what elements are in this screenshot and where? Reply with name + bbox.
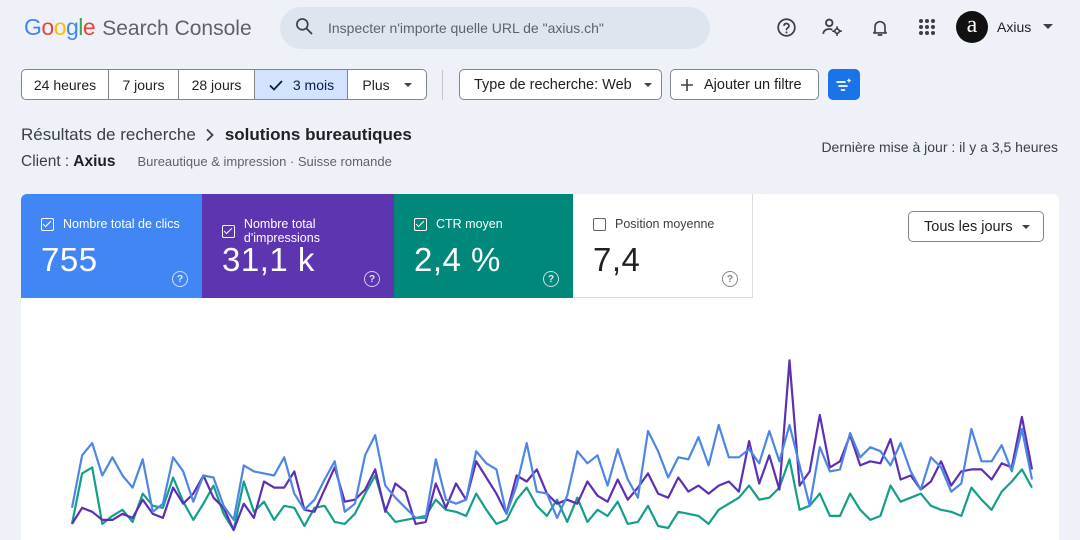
metric-value: 7,4 <box>593 241 641 278</box>
search-input[interactable] <box>328 20 710 36</box>
notifications-icon[interactable] <box>869 16 891 38</box>
client-info: Client : Axius Bureautique & impression … <box>21 153 392 171</box>
url-inspection-search[interactable] <box>280 7 710 49</box>
plus-icon <box>681 78 693 91</box>
breadcrumb: Résultats de recherche solutions bureaut… <box>21 125 412 145</box>
checkbox-icon[interactable] <box>41 217 54 231</box>
date-range-selector: 24 heures 7 jours 28 jours 3 mois Plus <box>21 69 427 100</box>
client-label: Client : <box>21 153 70 170</box>
performance-line-chart <box>70 359 1034 532</box>
series-line-1 <box>71 359 1034 532</box>
granularity-dropdown[interactable]: Tous les jours <box>908 211 1044 242</box>
help-icon[interactable]: ? <box>722 271 738 287</box>
account-name[interactable]: Axius <box>997 19 1032 35</box>
metric-label: Nombre total d'impressions <box>243 217 320 245</box>
range-3m-button[interactable]: 3 mois <box>255 70 348 99</box>
manage-users-icon[interactable] <box>821 16 843 38</box>
metric-label: Position moyenne <box>615 217 715 231</box>
chevron-down-icon <box>1022 225 1030 229</box>
apps-icon[interactable] <box>916 16 938 38</box>
search-type-dropdown[interactable]: Type de recherche: Web <box>459 69 662 100</box>
last-update-text: Dernière mise à jour : il y a 3,5 heures <box>821 139 1058 155</box>
metric-value: 31,1 k <box>222 241 315 278</box>
chevron-right-icon <box>206 128 214 142</box>
help-icon[interactable]: ? <box>364 271 380 287</box>
series-line-0 <box>70 423 1034 521</box>
range-24h-button[interactable]: 24 heures <box>22 70 109 99</box>
metric-card-impressions[interactable]: Nombre total d'impressions 31,1 k ? <box>202 194 394 298</box>
avatar[interactable]: a <box>956 11 988 43</box>
metric-card-clicks[interactable]: Nombre total de clics 755 ? <box>21 194 202 298</box>
add-filter-button[interactable]: Ajouter un filtre <box>670 69 819 100</box>
metric-card-ctr[interactable]: CTR moyen 2,4 % ? <box>394 194 573 298</box>
range-more-dropdown[interactable]: Plus <box>348 70 426 99</box>
metric-label: Nombre total de clics <box>63 217 180 231</box>
performance-card: Nombre total de clics 755 ? Nombre total… <box>21 194 1059 540</box>
checkbox-icon[interactable] <box>414 217 427 231</box>
client-name: Axius <box>73 153 116 170</box>
logo-product-name: Search Console <box>102 17 252 40</box>
checkbox-icon[interactable] <box>593 217 606 231</box>
help-icon[interactable]: ? <box>543 271 559 287</box>
logo-google-wordmark: Google <box>24 14 96 40</box>
google-search-console-logo[interactable]: Google Search Console <box>24 14 252 44</box>
metric-value: 755 <box>41 241 98 278</box>
account-chevron-down-icon[interactable] <box>1043 24 1053 29</box>
chevron-down-icon <box>643 82 652 87</box>
search-icon <box>294 16 314 41</box>
series-line-2 <box>70 458 1033 532</box>
client-meta: Bureautique & impression · Suisse romand… <box>137 154 392 169</box>
range-7d-button[interactable]: 7 jours <box>109 70 179 99</box>
help-icon[interactable]: ? <box>172 271 188 287</box>
toolbar-divider <box>442 70 443 100</box>
metric-value: 2,4 % <box>414 241 501 278</box>
checkbox-icon[interactable] <box>222 224 235 238</box>
filter-sparkle-icon <box>836 77 852 91</box>
filter-options-button[interactable] <box>828 69 860 100</box>
breadcrumb-current: solutions bureautiques <box>224 125 412 144</box>
help-icon[interactable] <box>775 16 797 38</box>
breadcrumb-parent-link[interactable]: Résultats de recherche <box>21 125 196 144</box>
metric-card-position[interactable]: Position moyenne 7,4 ? <box>573 194 753 298</box>
check-icon <box>269 79 283 91</box>
range-28d-button[interactable]: 28 jours <box>179 70 255 99</box>
chevron-down-icon <box>403 82 412 87</box>
metric-label: CTR moyen <box>436 217 503 231</box>
